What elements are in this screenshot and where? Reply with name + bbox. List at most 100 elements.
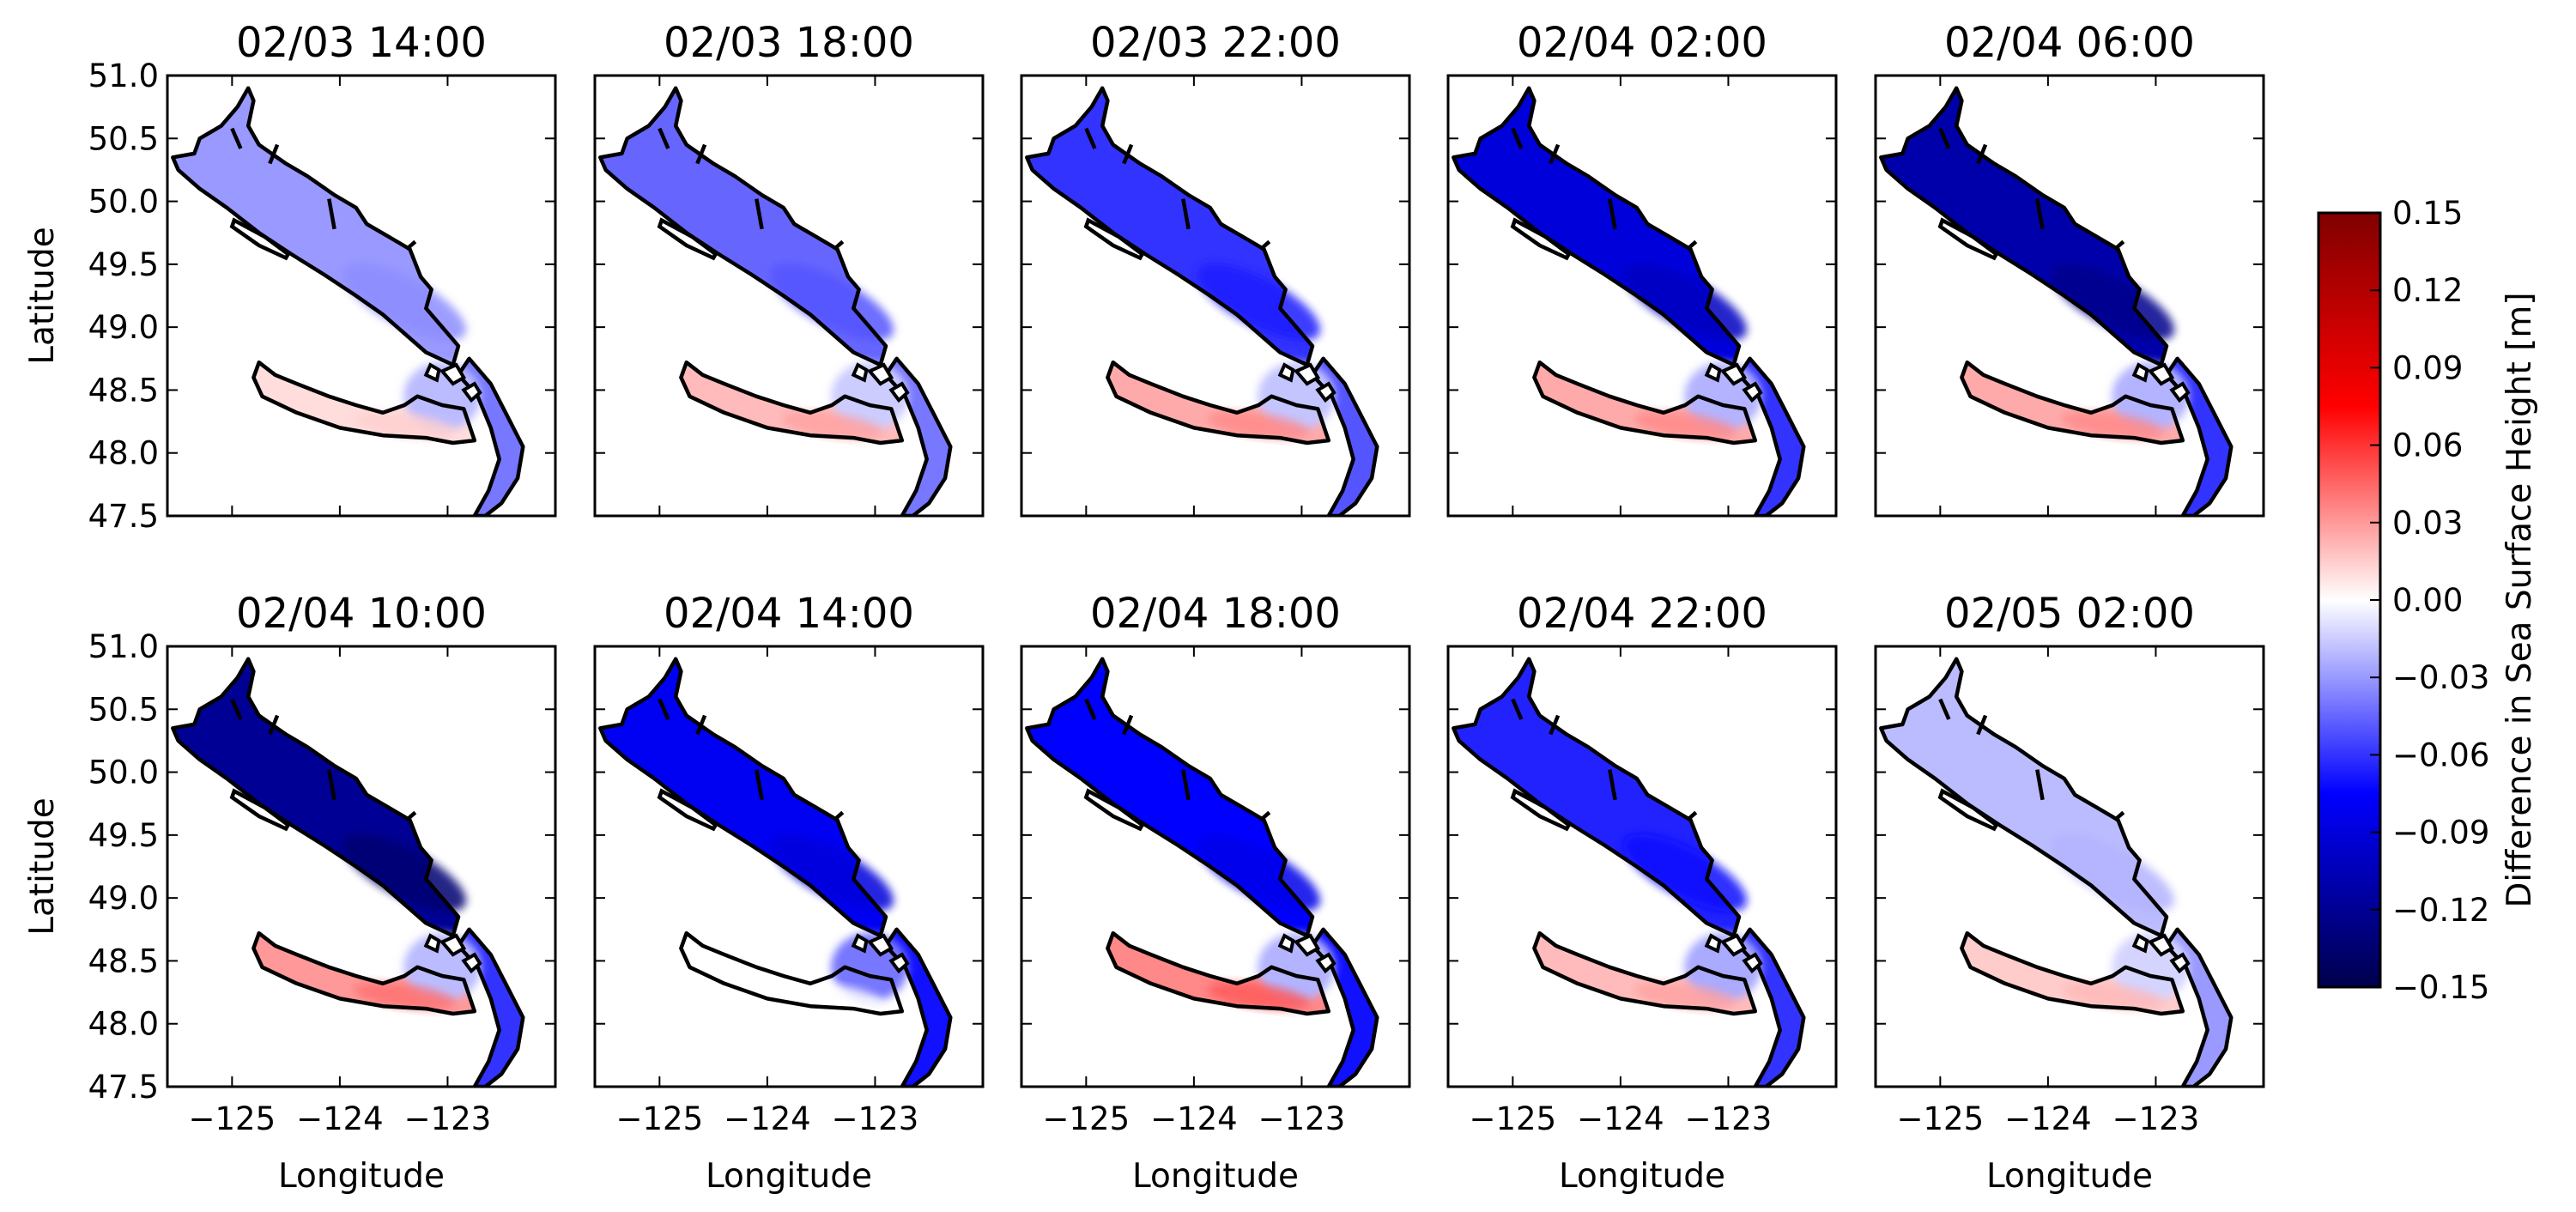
x-tick-label: −125 — [616, 1100, 704, 1137]
coastline-san-juan-island — [1277, 362, 1295, 383]
coastline-inlet — [405, 239, 417, 251]
axes-frame — [593, 645, 985, 1088]
juan-de-fuca-core — [780, 411, 883, 439]
coastline-puget-sound — [1737, 356, 1806, 516]
x-tick-label: −124 — [296, 1100, 384, 1137]
juan-de-fuca-core — [1633, 411, 1737, 439]
panel-title: 02/03 18:00 — [664, 19, 914, 67]
x-axis-label: Longitude — [278, 1157, 445, 1196]
coastline-inlet — [658, 127, 670, 149]
coastline-inlet — [327, 198, 336, 230]
axes-frame — [166, 74, 557, 518]
coastline-puget-sound — [1737, 927, 1806, 1087]
colorbar-tick-label: 0.12 — [2392, 272, 2463, 309]
colorbar-tick-label: −0.06 — [2392, 736, 2489, 773]
coastline-san-juan-island — [439, 933, 467, 957]
puget-sound-field — [1312, 929, 1378, 1087]
juan-de-fuca-core — [353, 411, 456, 439]
axes-frame — [1020, 645, 1411, 1088]
y-tick-label: 49.5 — [88, 817, 159, 854]
puget-sound-field — [458, 358, 524, 516]
juan-de-fuca-core — [780, 982, 883, 1010]
coastline-puget-sound — [2164, 927, 2234, 1087]
axes-frame — [1874, 74, 2265, 518]
coastline-strait-of-georgia — [1879, 86, 2169, 367]
coastline-inlet — [1259, 239, 1271, 251]
x-tick-label: −124 — [1577, 1100, 1664, 1137]
map-panel: 02/04 14:00 −125 −124 −123 Longitude — [593, 590, 985, 1196]
coastline-juan-de-fuca — [1960, 930, 2185, 1016]
coastline-san-juan-island — [888, 952, 910, 974]
map-panel: 02/04 18:00 −125 −124 −123 Longitude — [1020, 590, 1411, 1196]
colorbar-tick-label: −0.15 — [2392, 969, 2489, 1006]
puget-sound-field — [2167, 929, 2232, 1087]
axes-frame — [1874, 645, 2265, 1088]
coastline-inlet — [695, 714, 707, 736]
axes-frame — [1446, 74, 1838, 518]
coastline-san-juan-island — [2169, 381, 2191, 403]
juan-de-fuca-core — [1207, 982, 1310, 1010]
coastline-island — [657, 788, 718, 832]
coastline-inlet — [1608, 769, 1617, 801]
coastline-inlet — [1181, 769, 1191, 801]
coastline-strait-of-georgia — [598, 657, 888, 938]
puget-sound-field — [458, 929, 524, 1087]
y-axis-label: Latitude — [23, 227, 62, 365]
x-tick-label: −123 — [832, 1100, 919, 1137]
juan-de-fuca-core — [2061, 411, 2164, 439]
coastline-inlet — [1259, 810, 1271, 821]
coastline-strait-of-georgia — [1452, 657, 1742, 938]
panel-title: 02/04 14:00 — [664, 590, 914, 638]
coastline-inlet — [833, 810, 845, 821]
colorbar-tick-label: −0.09 — [2392, 815, 2489, 851]
coastline-island — [1937, 217, 1999, 261]
x-axis-label: Longitude — [1559, 1157, 1725, 1196]
coastline-puget-sound — [456, 927, 525, 1087]
coastline-inlet — [1938, 698, 1951, 720]
panel-title: 02/04 10:00 — [236, 590, 487, 638]
coastline-san-juan-island — [1742, 381, 1763, 403]
coastline-san-juan-island — [1293, 933, 1321, 957]
y-tick-label: 48.0 — [88, 1006, 159, 1043]
coastline-san-juan-island — [851, 362, 869, 383]
colorbar-tick-label: 0.03 — [2392, 505, 2463, 542]
puget-sound-field — [1739, 929, 1804, 1087]
colorbar-tick-label: 0.00 — [2392, 582, 2463, 619]
coastline-strait-of-georgia — [598, 86, 888, 367]
coastline-san-juan-island — [439, 362, 467, 386]
y-tick-label: 49.5 — [88, 246, 159, 283]
y-tick-label: 51.0 — [88, 58, 159, 94]
coastline-island — [1510, 788, 1572, 832]
coastline-inlet — [833, 239, 845, 251]
coastline-san-juan-island — [423, 362, 441, 383]
panel-title: 02/05 02:00 — [1944, 590, 2195, 638]
y-tick-label: 50.0 — [88, 184, 159, 221]
map-panel: 02/04 02:00 — [1446, 19, 1838, 518]
x-tick-label: −123 — [404, 1100, 492, 1137]
x-tick-label: −124 — [724, 1100, 811, 1137]
coastline-strait-of-georgia — [171, 86, 461, 367]
y-tick-label: 49.0 — [88, 309, 159, 346]
y-tick-label: 48.5 — [88, 372, 159, 409]
coastline-juan-de-fuca — [252, 930, 477, 1016]
panel-title: 02/04 18:00 — [1090, 590, 1341, 638]
coastline-inlet — [1084, 698, 1097, 720]
y-tick-label: 50.5 — [88, 691, 159, 728]
axes-frame — [593, 74, 985, 518]
coastline-inlet — [1122, 143, 1134, 165]
colorbar-label: Difference in Sea Surface Height [m] — [2500, 292, 2539, 907]
coastline-san-juan-island — [461, 381, 482, 403]
coastline-inlet — [405, 810, 417, 821]
coastline-inlet — [1686, 239, 1698, 251]
coastline-inlet — [1608, 198, 1617, 230]
coastline-inlet — [1938, 127, 1951, 149]
coastline-inlet — [1549, 714, 1561, 736]
colorbar-tick-label: −0.03 — [2392, 659, 2489, 696]
colorbar-tick-label: 0.06 — [2392, 427, 2463, 464]
x-tick-label: −123 — [1258, 1100, 1346, 1137]
coastline-island — [1510, 217, 1572, 261]
coastline-island — [1083, 217, 1145, 261]
coastline-inlet — [658, 698, 670, 720]
panel-title: 02/04 02:00 — [1517, 19, 1767, 67]
coastline-inlet — [1976, 143, 1988, 165]
